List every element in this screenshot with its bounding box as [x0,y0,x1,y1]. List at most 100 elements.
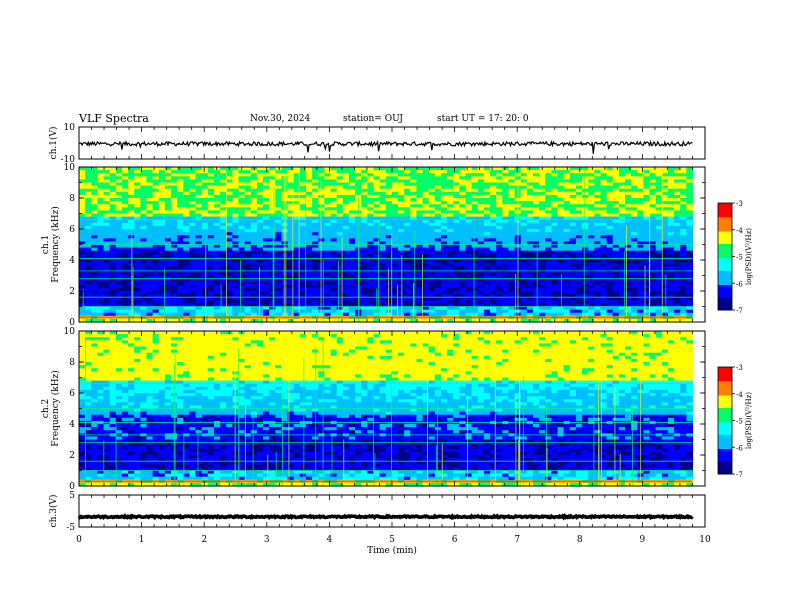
spectrogram-cell [238,232,246,236]
spectrogram-cell [618,222,626,227]
spectrogram-cell [189,272,197,277]
spectrogram-cell [213,306,221,311]
spectrogram-cell [600,291,608,295]
spectrogram-cell [582,250,589,255]
spectrogram-cell [404,185,411,190]
spectrogram-cell [465,284,473,289]
spectrogram-cell [631,297,638,301]
spectrogram-cell [594,244,602,249]
spectrogram-cell [637,194,644,199]
spectrogram-cell [447,219,454,224]
spectrogram-cell [244,229,252,233]
spectrogram-cell [256,232,264,236]
spectrogram-cell [655,204,663,208]
spectrogram-cell [109,179,117,184]
spectrogram-cell [404,260,411,264]
spectrogram-cell [201,232,209,236]
spectrogram-cell [625,173,632,177]
spectrogram-cell [275,232,283,236]
spectrogram-cell [600,244,608,249]
spectrogram-cell [134,170,141,174]
spectrogram-cell [471,222,479,227]
spectrogram-cell [575,225,583,230]
spectrogram-cell [625,188,632,193]
spectrogram-cell [220,294,227,298]
spectrogram-cell [465,278,473,283]
spectrogram-cell [140,232,148,236]
spectrogram-cell [250,241,258,246]
spectrogram-cell [532,176,540,180]
spectrogram-cell [551,294,559,298]
spectrogram-cell [612,229,620,233]
spectrogram-cell [465,182,473,187]
spectrogram-cell [502,235,510,239]
spectrogram-cell [263,225,270,230]
spectrogram-cell [336,284,344,289]
spectrogram-cell [434,309,442,314]
spectrogram-cell [220,188,227,193]
spectrogram-cell [661,194,669,199]
spectrogram-cell [281,222,289,227]
spectrogram-cell [575,201,583,205]
spectrogram-cell [422,222,430,227]
spectrogram-cell [520,207,528,211]
spectrogram-cell [79,182,86,187]
spectrogram-cell [121,266,129,270]
spectrogram-cell [496,250,503,255]
spectrogram-cell [447,204,454,208]
spectrogram-cell [465,253,473,258]
spectrogram-cell [146,232,154,236]
spectrogram-cell [398,170,405,174]
spectrogram-cell [256,297,264,301]
spectrogram-cell [177,312,184,317]
spectrogram-cell [293,281,301,286]
spectrogram-cell [428,303,436,308]
spectrogram-cell [404,253,411,258]
spectrogram-cell [171,294,178,298]
spectrogram-cell [477,244,485,249]
spectrogram-cell [361,303,368,308]
spectrogram-cell [477,260,485,264]
spectrogram-cell [477,179,485,184]
spectrogram-cell [618,266,626,270]
spectrogram-cell [250,191,258,196]
spectrogram-cell [367,232,375,236]
spectrogram-cell [256,244,264,249]
spectrogram-cell [361,300,368,304]
spectrogram-cell [220,176,227,180]
spectrogram-cell [600,198,608,202]
spectrogram-cell [643,266,651,270]
spectrogram-cell [557,170,565,174]
spectrogram-cell [618,235,626,239]
spectrogram-cell [128,232,135,236]
spectrogram-cell [103,194,111,199]
spectrogram-cell [680,232,687,236]
spectrogram-cell [312,238,319,242]
spectrogram-cell [490,303,497,308]
spectrogram-cell [275,306,283,311]
spectrogram-cell [594,176,602,180]
spectrogram-cell [213,188,221,193]
spectrogram-cell [502,260,510,264]
spectrogram-cell [465,260,473,264]
spectrogram-cell [526,213,534,218]
spectrogram-cell [140,303,148,308]
spectrogram-cell [305,309,313,314]
spectrogram-cell [207,188,215,193]
spectrogram-cell [103,244,111,249]
spectrogram-cell [606,235,614,239]
spectrogram-cell [483,241,491,246]
spectrogram-cell [238,284,246,289]
spectrogram-cell [275,225,283,230]
spectrogram-cell [428,204,436,208]
spectrogram-cell [115,260,123,264]
spectrogram-cell [643,179,651,184]
spectrogram-cell [220,278,227,283]
spectrogram-cell [177,235,184,239]
spectrogram-cell [115,167,123,171]
spectrogram-cell [213,312,221,317]
spectrogram-cell [674,260,681,264]
spectrogram-cell [324,294,332,298]
spectrogram-cell [287,309,295,314]
spectrogram-cell [305,216,313,221]
